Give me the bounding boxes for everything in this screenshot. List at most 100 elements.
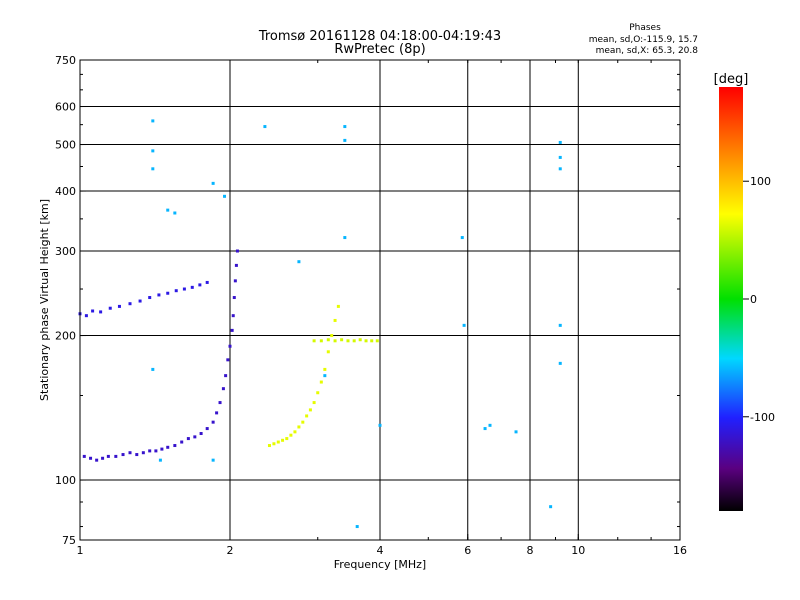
x-tick-label: 16	[673, 544, 687, 557]
data-point	[190, 285, 194, 289]
data-point	[355, 525, 359, 529]
data-point	[199, 432, 203, 436]
data-point	[151, 367, 155, 371]
data-point	[312, 401, 316, 405]
grid-lines	[80, 60, 680, 540]
x-tick-label: 10	[571, 544, 585, 557]
data-point	[173, 211, 177, 215]
y-tick-label: 200	[55, 330, 76, 343]
data-point	[157, 293, 161, 297]
data-point	[221, 387, 225, 391]
data-point	[128, 451, 132, 455]
data-point	[182, 287, 186, 291]
data-point	[323, 367, 327, 371]
data-point	[308, 408, 312, 412]
data-point	[173, 444, 177, 448]
data-point	[297, 260, 301, 264]
data-point	[340, 338, 344, 342]
data-point	[333, 339, 337, 343]
data-point	[211, 420, 215, 424]
data-point	[330, 334, 334, 338]
colorbar-ticks: -100 0 100	[743, 175, 775, 424]
data-point	[166, 445, 170, 449]
colorbar-label: [deg]	[714, 72, 749, 87]
data-point	[218, 401, 222, 405]
x-tick-label: 2	[227, 544, 234, 557]
data-point	[558, 361, 562, 365]
data-point	[333, 318, 337, 322]
data-point	[95, 458, 99, 462]
data-point	[166, 291, 170, 295]
info-heading: Phases	[629, 23, 661, 33]
data-point	[166, 208, 170, 212]
data-point	[297, 425, 301, 429]
data-point	[558, 140, 562, 144]
data-point	[215, 411, 219, 415]
data-point	[326, 350, 330, 354]
colorbar-gradient	[719, 87, 743, 511]
chart-subtitle: RwPretec (8p)	[334, 42, 425, 57]
data-point	[160, 447, 164, 451]
data-point	[141, 451, 145, 455]
y-axis-label: Stationary phase Virtual Height [km]	[38, 199, 51, 401]
info-line-x: mean, sd,X: 65.3, 20.8	[596, 46, 699, 56]
data-point	[198, 283, 202, 287]
x-tick-label: 6	[464, 544, 471, 557]
data-point	[323, 374, 327, 378]
y-tick-label: 100	[55, 474, 76, 487]
data-point	[89, 456, 93, 460]
data-point	[488, 423, 492, 427]
data-point	[346, 339, 350, 343]
x-axis-label: Frequency [MHz]	[334, 558, 426, 571]
data-point	[352, 339, 356, 343]
data-point	[232, 296, 236, 300]
data-point	[460, 236, 464, 240]
data-point	[148, 449, 152, 453]
data-point	[233, 279, 237, 283]
y-tick-label: 300	[55, 245, 76, 258]
data-point	[343, 125, 347, 129]
data-point	[336, 304, 340, 308]
data-point	[319, 380, 323, 384]
plot-area: 1 2 4 6 8 10 16 75 100 200 300 400 500 600 750	[55, 54, 687, 557]
data-point	[151, 119, 155, 123]
data-point	[114, 454, 118, 458]
data-point	[281, 438, 285, 442]
data-point	[364, 339, 368, 343]
data-point	[370, 339, 374, 343]
data-point	[180, 440, 184, 444]
data-point	[186, 437, 190, 441]
data-point	[358, 338, 362, 342]
data-point	[462, 323, 466, 327]
data-point	[224, 374, 228, 378]
colorbar-tick-label: 100	[750, 175, 771, 188]
y-tick-label: 750	[55, 54, 76, 67]
y-tick-label: 400	[55, 185, 76, 198]
colorbar: [deg] -100 0 100	[714, 72, 775, 511]
data-point	[151, 149, 155, 153]
data-point	[228, 344, 232, 348]
data-point	[301, 420, 305, 424]
data-point	[235, 249, 239, 253]
data-point	[121, 453, 125, 457]
data-point	[135, 453, 139, 457]
data-point	[226, 358, 230, 362]
data-point	[205, 427, 209, 431]
data-point	[106, 454, 110, 458]
data-point	[128, 302, 132, 306]
y-tick-label: 500	[55, 139, 76, 152]
colorbar-tick-label: 0	[750, 293, 757, 306]
data-point	[558, 167, 562, 171]
data-point	[343, 138, 347, 142]
data-point	[205, 280, 209, 284]
data-point	[117, 304, 121, 308]
chart-title: Tromsø 20161128 04:18:00-04:19:43	[258, 29, 501, 44]
data-point	[230, 328, 234, 332]
data-point	[272, 442, 276, 446]
data-point	[319, 339, 323, 343]
data-point	[316, 391, 320, 395]
data-point	[82, 454, 86, 458]
data-point	[211, 181, 215, 185]
data-point	[148, 296, 152, 300]
